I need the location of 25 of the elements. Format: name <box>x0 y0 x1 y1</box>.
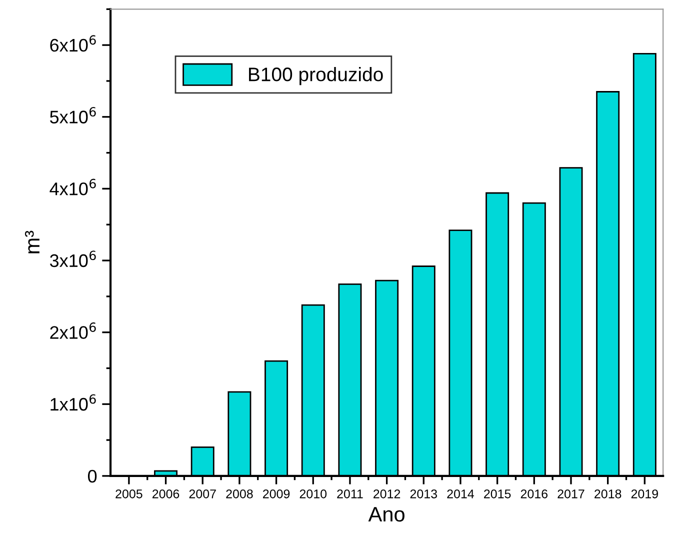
x-tick-label: 2014 <box>447 489 474 498</box>
x-tick-label: 2013 <box>410 489 437 498</box>
x-tick-label: 2010 <box>300 489 327 498</box>
x-tick-label: 2017 <box>558 489 584 498</box>
x-tick-label: 2009 <box>263 489 290 498</box>
x-tick-label: 2019 <box>631 489 658 498</box>
y-tick-label: 0 <box>88 470 97 483</box>
x-tick-label: 2008 <box>226 489 253 498</box>
x-axis-title: Ano <box>368 507 404 522</box>
x-tick-label: 2018 <box>594 489 622 498</box>
y-tick-label: 6x10$^{6}$ <box>50 35 96 52</box>
y-tick-label: 4x10$^{6}$ <box>50 178 96 196</box>
x-tick-label: 2007 <box>189 489 216 498</box>
y-tick-label: 2x10$^{6}$ <box>50 322 96 339</box>
x-tick-label: 2006 <box>152 489 180 498</box>
x-tick-label: 2005 <box>116 489 142 498</box>
y-tick-label: 5x10$^{6}$ <box>50 106 96 124</box>
x-tick-label: 2015 <box>484 489 511 498</box>
x-tick-label: 2012 <box>374 489 400 498</box>
y-axis-title: m³ <box>24 230 40 254</box>
y-tick-label: 1x10$^{6}$ <box>50 394 96 411</box>
x-tick-label: 2011 <box>337 489 363 498</box>
legend-label: B100 produzido <box>249 67 383 86</box>
y-tick-label: 3x10$^{6}$ <box>50 250 96 268</box>
x-tick-label: 2016 <box>520 489 548 498</box>
